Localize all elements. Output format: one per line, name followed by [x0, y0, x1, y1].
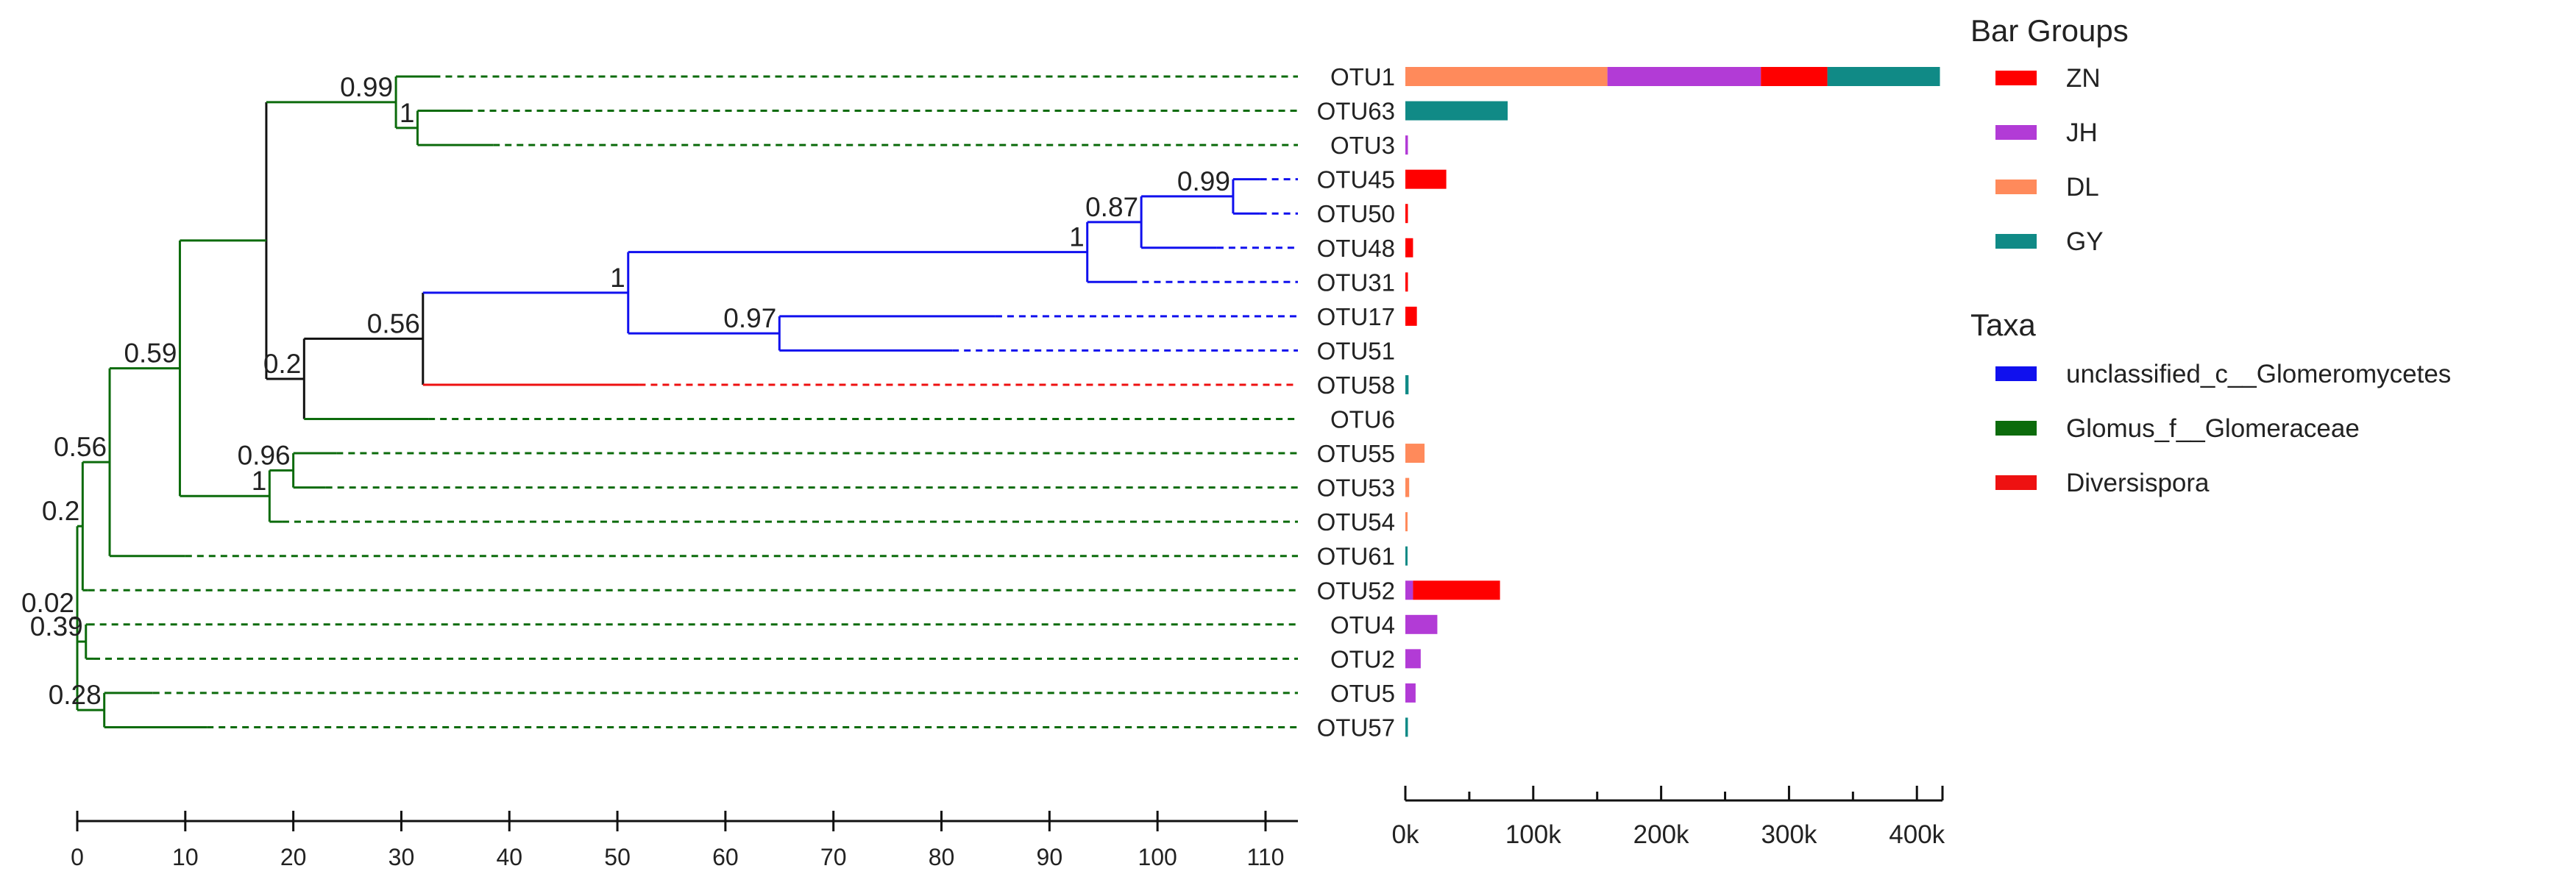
taxa-legend-title: Taxa: [1970, 308, 2036, 342]
support-value-N_d: 1: [610, 263, 625, 293]
otu-labels: OTU1 OTU63 OTU3 OTU45 OTU50 OTU48 OTU31 OTU17 OT…: [1317, 63, 1395, 741]
bar-OTU48-ZN: [1405, 238, 1413, 257]
legend-swatch-JH: [1995, 125, 2037, 140]
otu-label-OTU2: OTU2: [1330, 645, 1395, 672]
bar-OTU52-JH: [1405, 580, 1413, 600]
otu-label-OTU58: OTU58: [1317, 372, 1395, 399]
legend-swatch-DL: [1995, 180, 2037, 194]
bar-OTU57-GY: [1405, 717, 1408, 737]
otu-label-OTU55: OTU55: [1317, 440, 1395, 467]
support-value-N_l: 0.96: [238, 440, 291, 470]
tree-axis-tick-label: 30: [388, 844, 415, 870]
bar-OTU58-GY: [1405, 374, 1409, 394]
legend-label-DL: DL: [2066, 173, 2099, 202]
support-value-N_b: 0.2: [263, 349, 301, 379]
tree-axis-tick-label: 70: [820, 844, 847, 870]
otu-label-OTU6: OTU6: [1330, 406, 1395, 433]
legend: Bar Groups Taxa ZN JH DL GY unclassified_c__…: [1970, 13, 2451, 497]
otu-label-OTU52: OTU52: [1317, 577, 1395, 604]
bar-OTU17-ZN: [1405, 306, 1417, 326]
otu-label-OTU50: OTU50: [1317, 200, 1395, 227]
otu-label-OTU63: OTU63: [1317, 98, 1395, 125]
bar-groups-legend-title: Bar Groups: [1970, 13, 2129, 48]
bar-OTU1-GY: [1827, 67, 1940, 86]
otu-label-OTU57: OTU57: [1317, 714, 1395, 741]
support-value-N_root: 0.02: [21, 588, 74, 618]
support-value-N_g: 0.99: [1177, 166, 1230, 196]
support-value-N_j: 1: [400, 98, 415, 128]
support-value-N_e: 1: [1069, 222, 1085, 252]
otu-label-OTU54: OTU54: [1317, 508, 1395, 536]
legend-swatch-taxon: [1995, 366, 2037, 381]
support-value-N_sub2: 0.56: [54, 432, 107, 462]
otu-label-OTU53: OTU53: [1317, 475, 1395, 502]
bar-OTU1-ZN: [1761, 67, 1828, 86]
tree-axis-tick-label: 10: [172, 844, 199, 870]
legend-label-JH: JH: [2066, 118, 2098, 147]
bar-OTU3-JH: [1405, 135, 1408, 155]
legend-swatch-taxon: [1995, 475, 2037, 490]
otu-label-OTU61: OTU61: [1317, 543, 1395, 570]
bar-OTU45-ZN: [1405, 169, 1447, 189]
legend-label-taxon: unclassified_c__Glomeromycetes: [2066, 360, 2451, 388]
bar-plot: [1405, 67, 1940, 737]
tree-axis-tick-label: 20: [280, 844, 307, 870]
bar-OTU4-JH: [1405, 614, 1438, 634]
support-value-N_h: 0.97: [723, 303, 776, 333]
legend-label-ZN: ZN: [2066, 64, 2101, 93]
bar-axis-tick-label: 0k: [1392, 820, 1419, 849]
tree-axis-tick-label: 40: [496, 844, 522, 870]
support-value-N_u3: 0.28: [49, 680, 102, 710]
bar-OTU63-GY: [1405, 101, 1508, 121]
tree-axis-tick-label: 110: [1246, 844, 1284, 870]
otu-label-OTU4: OTU4: [1330, 611, 1395, 639]
support-value-N_k: 1: [252, 466, 267, 496]
bar-OTU54-DL: [1405, 512, 1408, 532]
bar-axis-tick-label: 400k: [1889, 820, 1945, 849]
bar-axis-tick-label: 200k: [1633, 820, 1689, 849]
tree: 0.9910.590.990.87110.970.560.20.560.20.9…: [21, 72, 1298, 728]
bar-OTU52-ZN: [1413, 580, 1500, 600]
bar-OTU53-DL: [1405, 477, 1410, 497]
tree-axis-tick-label: 50: [604, 844, 631, 870]
support-value-N_u1: 0.2: [42, 496, 79, 526]
legend-swatch-GY: [1995, 234, 2037, 249]
bar-OTU55-DL: [1405, 444, 1425, 463]
otu-label-OTU1: OTU1: [1330, 63, 1395, 90]
tree-axis-tick-label: 0: [71, 844, 84, 870]
bar-OTU2-JH: [1405, 649, 1421, 669]
legend-label-taxon: Diversispora: [2066, 469, 2210, 497]
otu-label-OTU5: OTU5: [1330, 680, 1395, 707]
bar-OTU5-JH: [1405, 683, 1416, 703]
legend-label-GY: GY: [2066, 227, 2104, 256]
support-value-N_u2: 0.39: [30, 611, 83, 642]
tree-axis-tick-label: 100: [1138, 844, 1177, 870]
bar-OTU1-JH: [1607, 67, 1761, 86]
legend-label-taxon: Glomus_f__Glomeraceae: [2066, 414, 2360, 443]
otu-label-OTU48: OTU48: [1317, 235, 1395, 262]
support-value-N_f: 0.87: [1085, 192, 1138, 222]
bar-axis-tick-label: 100k: [1505, 820, 1561, 849]
legend-swatch-taxon: [1995, 421, 2037, 436]
bar-OTU1-DL: [1405, 67, 1608, 86]
axes: 0 10 20 30 40 50 60 70 80 90 100 110 0k 100k 200k 300k 4…: [71, 786, 1945, 870]
support-value-N_c: 0.56: [367, 308, 420, 338]
bar-OTU31-ZN: [1405, 272, 1408, 292]
otu-label-OTU51: OTU51: [1317, 337, 1395, 364]
otu-label-OTU45: OTU45: [1317, 166, 1395, 193]
legend-swatch-ZN: [1995, 71, 2037, 85]
otu-label-OTU3: OTU3: [1330, 132, 1395, 159]
tree-axis-tick-label: 90: [1037, 844, 1063, 870]
bar-OTU61-GY: [1405, 546, 1408, 566]
tree-axis-tick-label: 80: [929, 844, 955, 870]
bar-axis-tick-label: 300k: [1761, 820, 1817, 849]
otu-label-OTU17: OTU17: [1317, 303, 1395, 330]
bar-OTU50-ZN: [1405, 204, 1408, 224]
support-value-N_top: 0.59: [124, 338, 177, 369]
tree-axis-tick-label: 60: [712, 844, 739, 870]
otu-label-OTU31: OTU31: [1317, 269, 1395, 296]
support-value-N_i: 0.99: [340, 72, 393, 102]
